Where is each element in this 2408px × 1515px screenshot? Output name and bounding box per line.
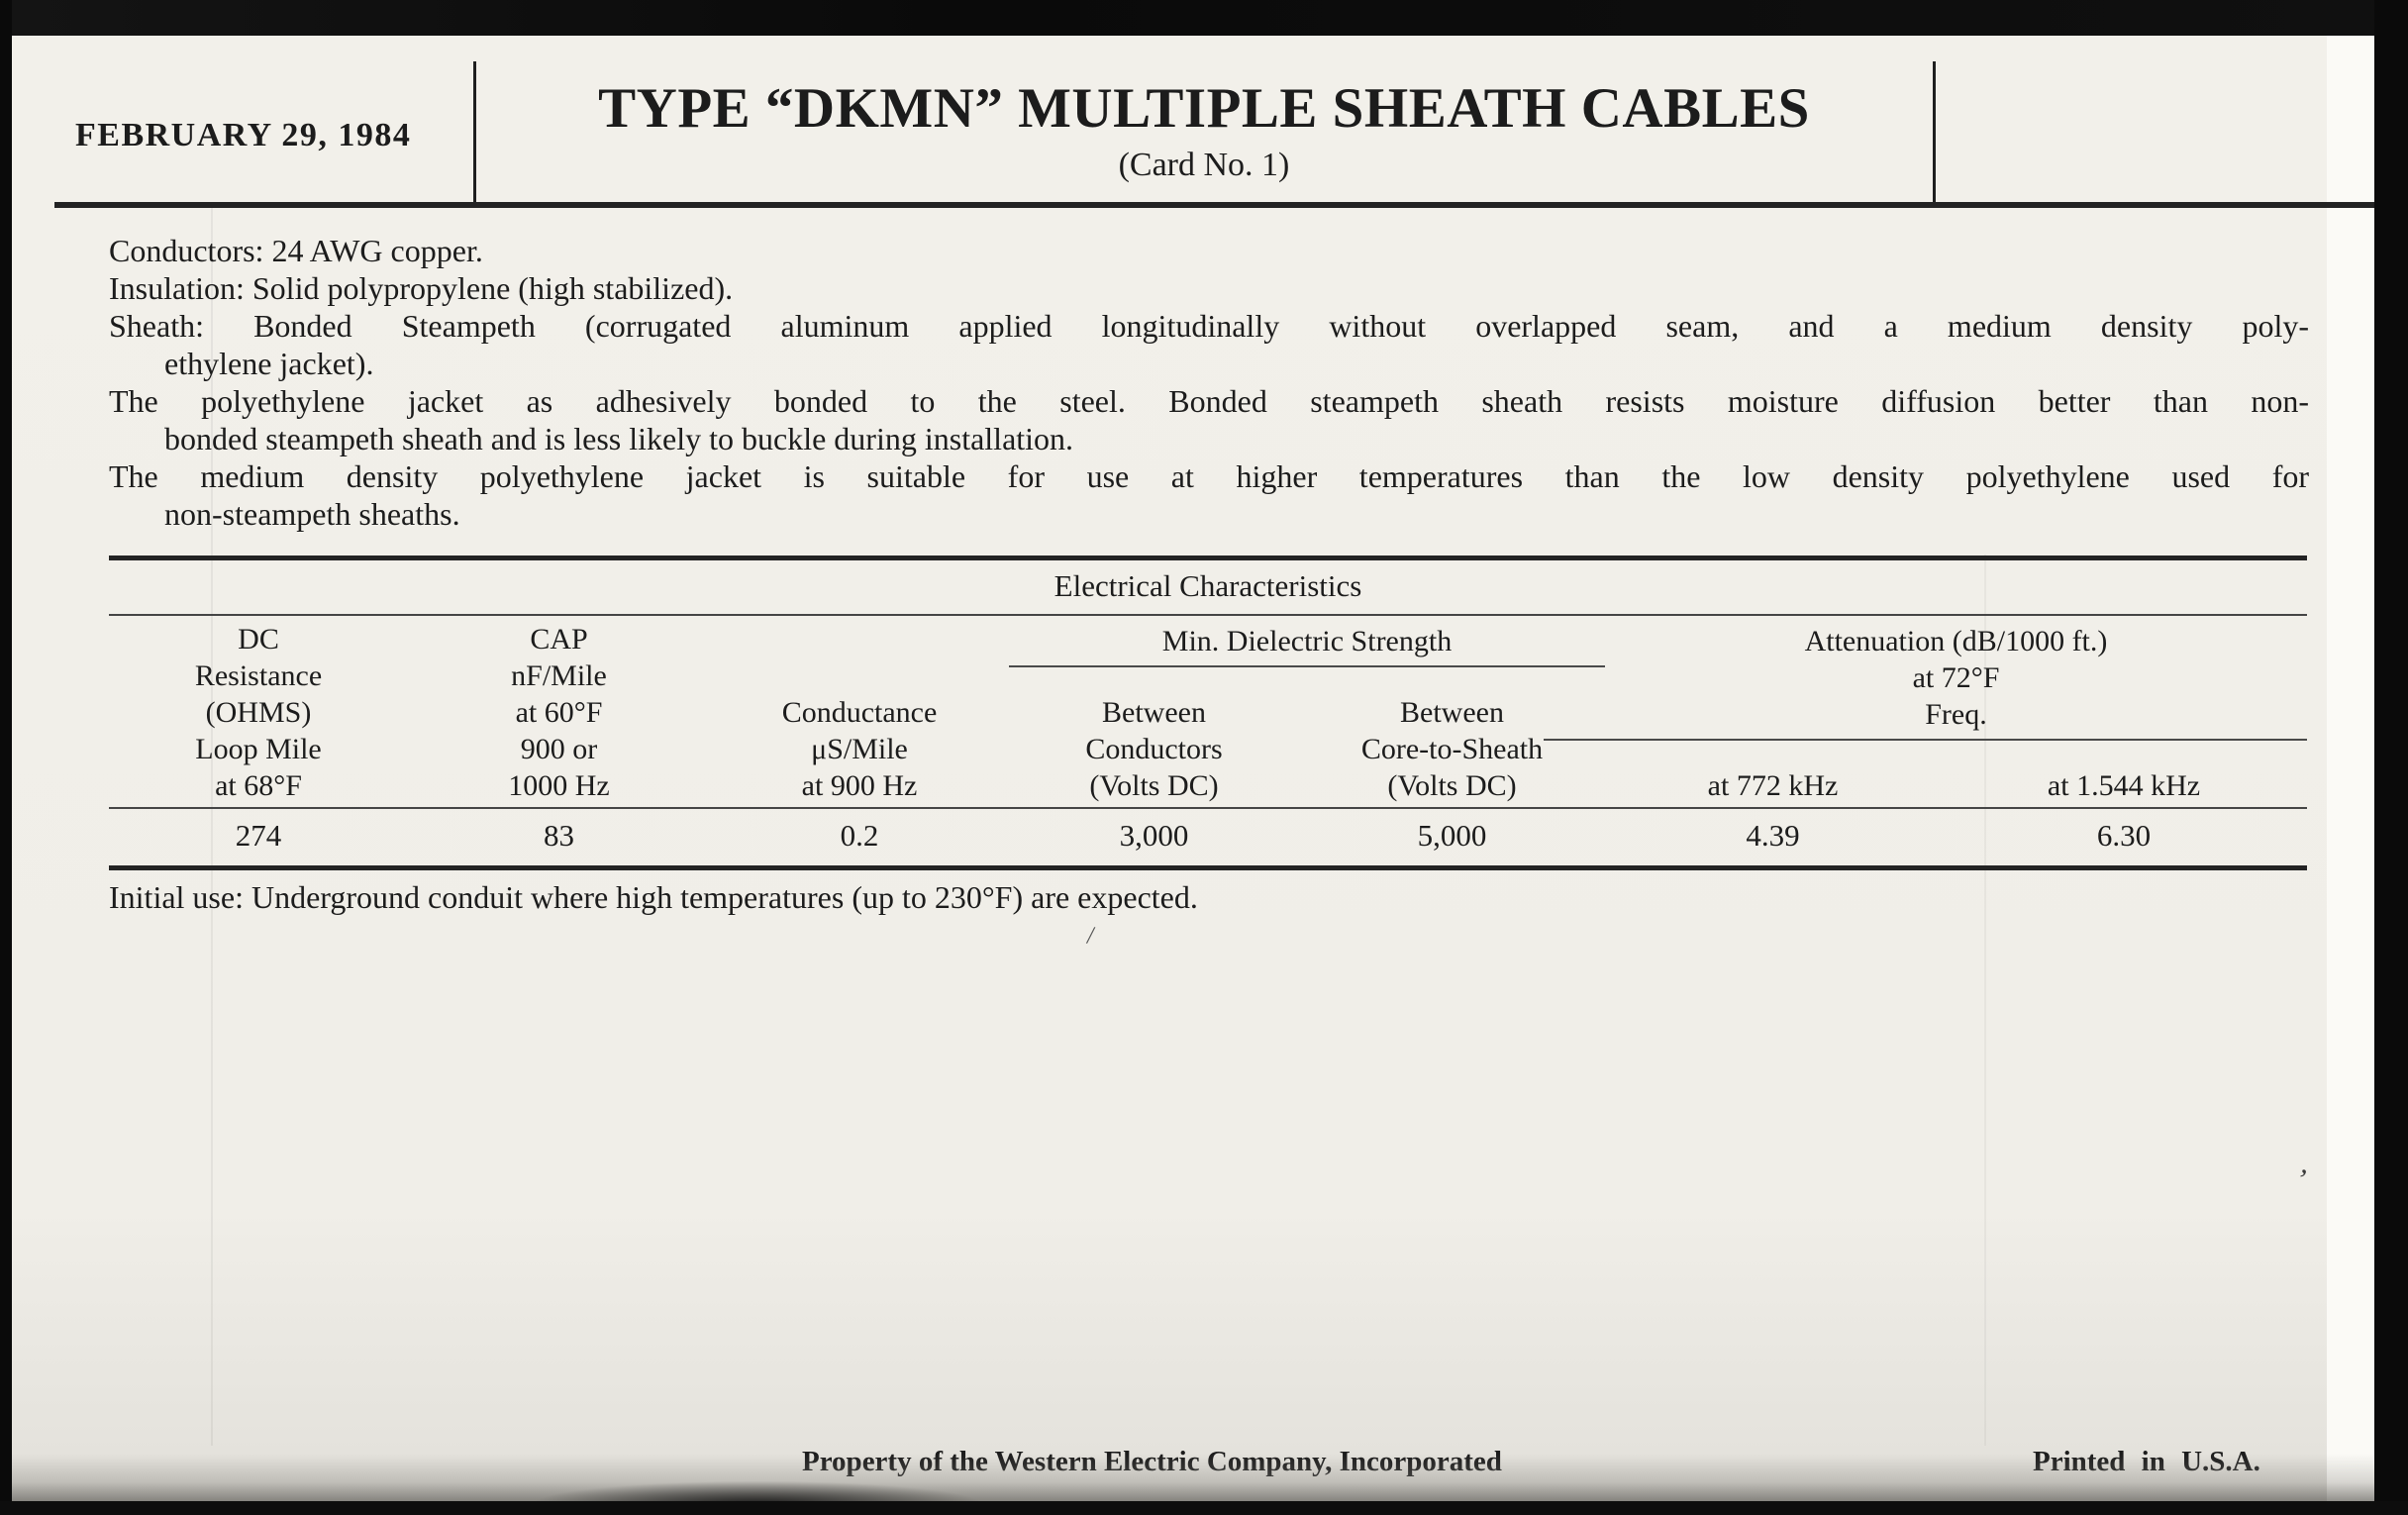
header-divider-left <box>473 61 476 208</box>
card-date: FEBRUARY 29, 1984 <box>75 117 412 153</box>
insulation-line: Insulation: Solid polypropylene (high st… <box>109 270 734 306</box>
table-bottom-rule <box>109 865 2307 870</box>
table-data-row: 274 83 0.2 3,000 5,000 4.39 6.30 <box>109 818 2307 854</box>
attenuation-subheaders: at 772 kHz at 1.544 kHz <box>1605 741 2307 804</box>
table-header-rule <box>109 614 2307 616</box>
value-conductance: 0.2 <box>840 818 879 853</box>
table-body-rule <box>109 807 2307 809</box>
column-header-between-conductors: Between Conductors (Volts DC) <box>1085 696 1223 802</box>
value-1544-khz: 6.30 <box>2096 818 2152 853</box>
initial-use-note: Initial use: Underground conduit where h… <box>109 879 1198 915</box>
conductors-line: Conductors: 24 AWG copper. <box>109 233 483 268</box>
medium-density-line-2: non-steampeth sheaths. <box>164 496 460 532</box>
dielectric-group-rule <box>1009 665 1605 667</box>
card-subtitle: (Card No. 1) <box>1118 147 1290 183</box>
value-between-core-to-sheath: 5,000 <box>1417 818 1487 853</box>
attenuation-group-rule <box>1544 739 2307 741</box>
table-top-rule <box>109 556 2307 560</box>
dielectric-strength-group: Min. Dielectric Strength Between Conduct… <box>1009 618 1605 804</box>
dielectric-group-label: Min. Dielectric Strength <box>1161 625 1453 657</box>
table-title: Electrical Characteristics <box>1054 568 1362 603</box>
scan-edge-highlight <box>2327 36 2374 1501</box>
value-cap: 83 <box>544 818 574 853</box>
scan-border-left <box>0 0 12 1515</box>
scan-artifact-line <box>1984 555 1986 1446</box>
scan-border-right <box>2374 0 2408 1515</box>
header-divider-right <box>1933 61 1936 208</box>
medium-density-line-1: The medium density polyethylene jacket i… <box>109 458 2309 494</box>
card-paper <box>12 36 2374 1501</box>
column-header-dc-resistance: DC Resistance (OHMS) Loop Mile at 68°F <box>194 623 323 802</box>
column-header-772-khz: at 772 kHz <box>1707 769 1839 802</box>
column-header-conductance: Conductance μS/Mile at 900 Hz <box>781 696 938 802</box>
header-rule <box>54 202 2376 208</box>
table-header-row: DC Resistance (OHMS) Loop Mile at 68°F C… <box>109 618 2307 804</box>
sheath-line-2: ethylene jacket). <box>164 346 374 381</box>
description-paragraphs: Conductors: 24 AWG copper. Insulation: S… <box>109 232 2309 533</box>
dielectric-subheaders: Between Conductors (Volts DC) Between Co… <box>1009 667 1605 804</box>
value-772-khz: 4.39 <box>1746 818 1800 853</box>
scan-bottom-shadow <box>12 1454 2374 1501</box>
jacket-line-2: bonded steampeth sheath and is less like… <box>164 421 1074 456</box>
scan-artifact-line <box>211 208 213 1446</box>
column-header-cap: CAP nF/Mile at 60°F 900 or 1000 Hz <box>508 623 610 802</box>
card-title: TYPE “DKMN” MULTIPLE SHEATH CABLES <box>598 77 1810 140</box>
attenuation-group-label: Attenuation (dB/1000 ft.) at 72°F Freq. <box>1804 625 2108 731</box>
column-header-between-core-to-sheath: Between Core-to-Sheath (Volts DC) <box>1360 696 1544 802</box>
value-dc-resistance: 274 <box>235 818 282 853</box>
header-title-block: TYPE “DKMN” MULTIPLE SHEATH CABLES (Card… <box>477 79 1931 184</box>
sheath-line-1: Sheath: Bonded Steampeth (corrugated alu… <box>109 308 2309 344</box>
jacket-line-1: The polyethylene jacket as adhesively bo… <box>109 383 2309 419</box>
scan-border-bottom <box>0 1501 2408 1515</box>
column-header-1544-khz: at 1.544 kHz <box>2047 769 2201 802</box>
value-between-conductors: 3,000 <box>1119 818 1189 853</box>
attenuation-group: Attenuation (dB/1000 ft.) at 72°F Freq. … <box>1544 618 2307 804</box>
scan-border-top <box>0 0 2408 36</box>
